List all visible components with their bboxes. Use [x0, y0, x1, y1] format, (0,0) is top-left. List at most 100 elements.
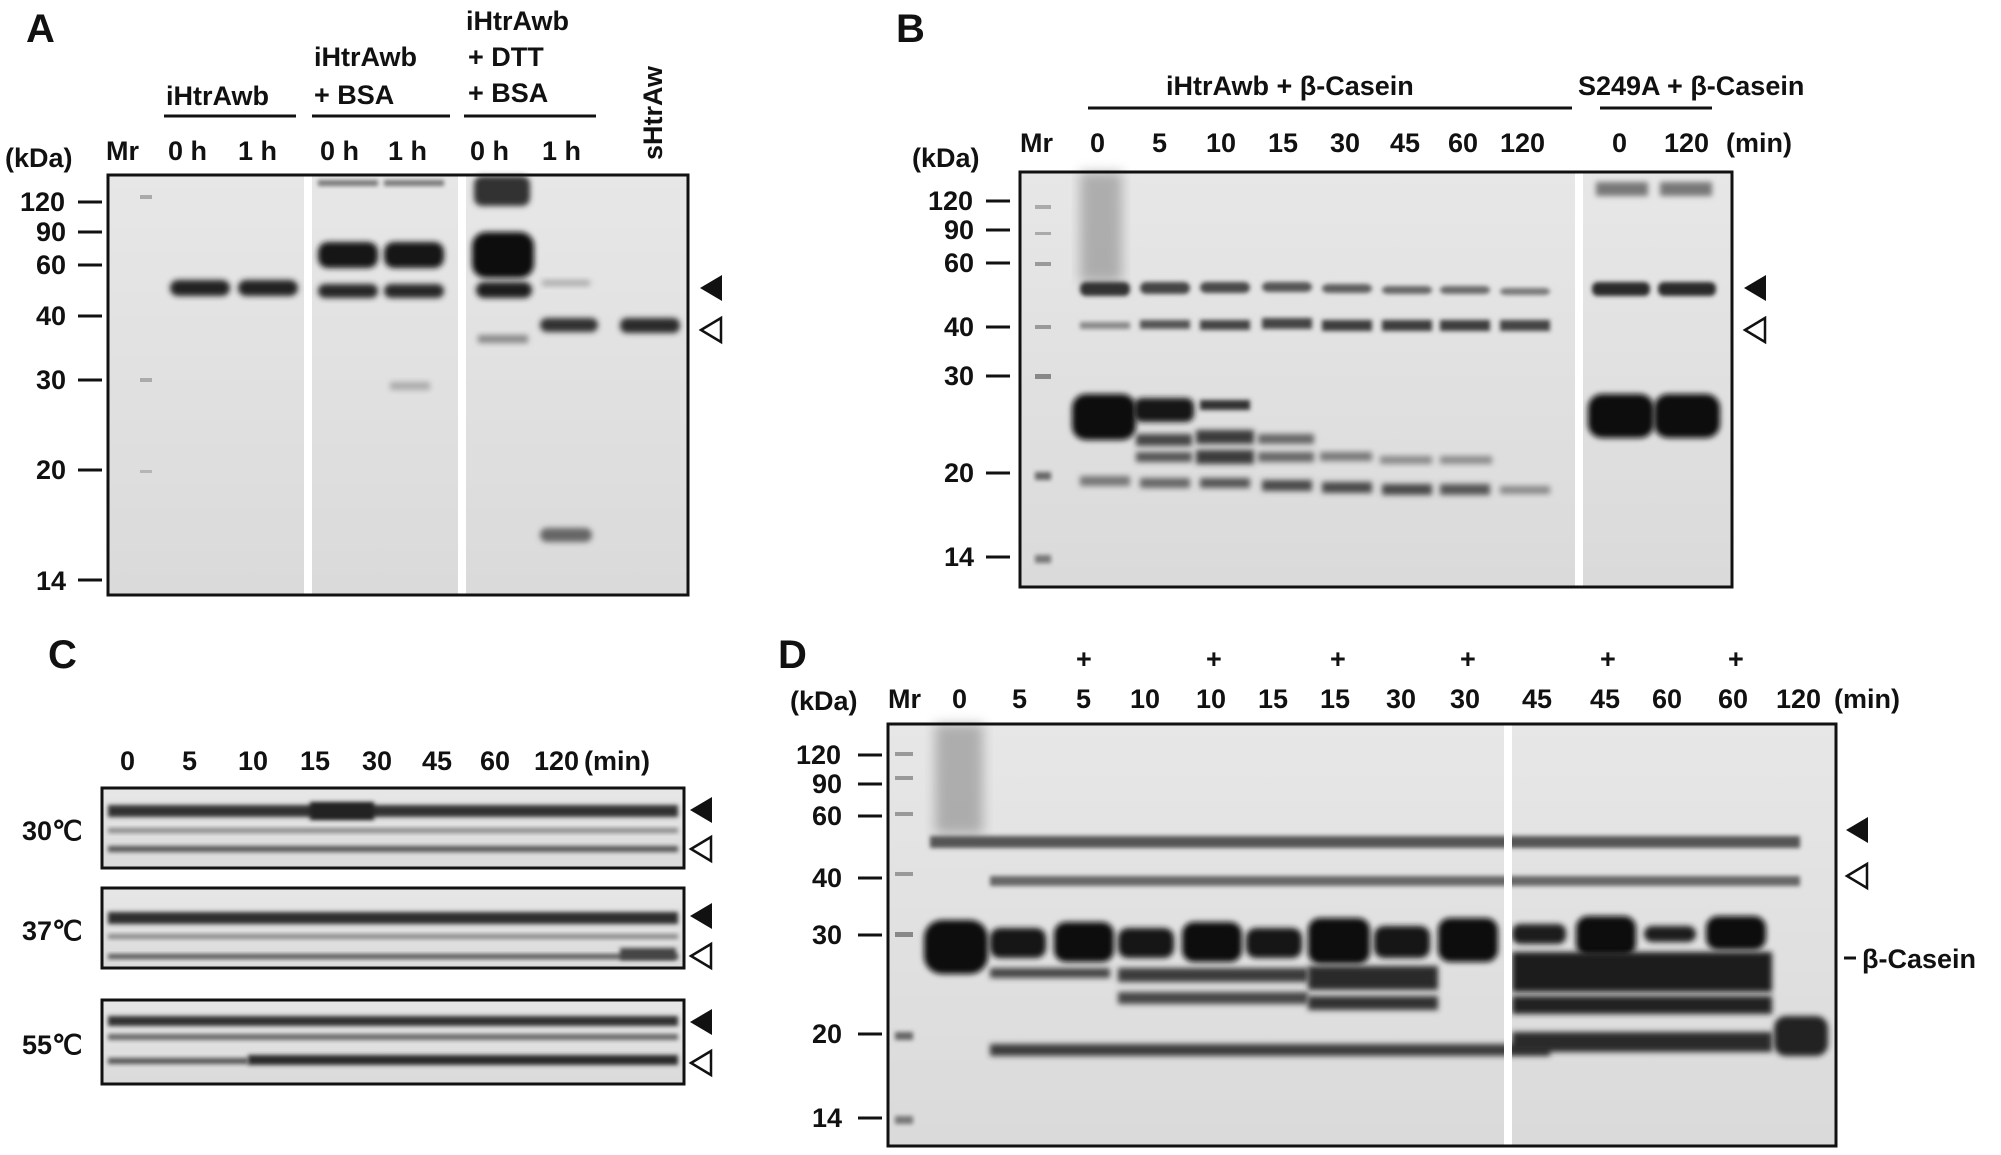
lane-label: 0: [952, 684, 967, 714]
panel-d-letter: D: [778, 633, 807, 677]
plus-sign: +: [1460, 644, 1476, 674]
lane-label-shtraw: sHtrAw: [638, 65, 668, 160]
gel-d-bands: [895, 724, 1828, 1124]
kda-ticks-b: 120 90 60 40 30 20 14: [928, 186, 1010, 572]
kda-label: 120: [928, 186, 973, 216]
time-unit-c: (min): [584, 746, 650, 776]
gel-c-30-bands: [108, 802, 678, 852]
kda-label: 40: [944, 312, 974, 342]
lane-label: 0 h: [168, 136, 207, 166]
gel-a-frame: [106, 173, 690, 597]
panel-a: A: [5, 6, 723, 597]
gel-c-55-bands: [108, 1016, 678, 1065]
lane-label: 1 h: [238, 136, 277, 166]
kda-label: 20: [812, 1019, 842, 1049]
filled-arrowhead-icon: [690, 1009, 712, 1035]
kda-label: 60: [36, 250, 66, 280]
lane-label: 15: [1320, 684, 1350, 714]
open-arrowhead-icon: [688, 1048, 713, 1078]
group-label-a2: iHtrAwb: [314, 42, 417, 72]
kda-label: 90: [812, 769, 842, 799]
open-arrowhead-icon: [688, 941, 713, 971]
open-arrowhead-icon: [1844, 861, 1869, 891]
gel-a-separator: [458, 175, 466, 595]
kda-unit-b: (kDa): [912, 143, 980, 173]
filled-arrowhead-icon: [700, 275, 722, 301]
filled-arrowhead-icon: [1744, 275, 1766, 301]
lane-label: 10: [1130, 684, 1160, 714]
group-label-a3b: + DTT: [468, 42, 544, 72]
lane-label: 1 h: [542, 136, 581, 166]
casein-label: β-Casein: [1862, 944, 1976, 974]
kda-label: 30: [944, 361, 974, 391]
plus-sign: +: [1600, 644, 1616, 674]
kda-label: 90: [36, 217, 66, 247]
group-label-b2: S249A + β-Casein: [1578, 71, 1804, 101]
lane-label: 120: [534, 746, 579, 776]
gel-b-separator: [1575, 172, 1583, 587]
lane-labels-a: 0 h 1 h 0 h 1 h 0 h 1 h sHtrAw: [168, 65, 668, 166]
lane-label: 10: [238, 746, 268, 776]
lane-label: 120: [1500, 128, 1545, 158]
kda-label: 30: [812, 920, 842, 950]
kda-ticks-d: 120 90 60 40 30 20 14: [796, 740, 882, 1133]
gel-c-37-frame: [100, 886, 686, 970]
lane-label: 0: [1090, 128, 1105, 158]
lane-label: 30: [1450, 684, 1480, 714]
lane-label: 0: [1612, 128, 1627, 158]
open-arrowhead-icon: [698, 315, 723, 345]
gel-b: [1020, 172, 1732, 587]
kda-label: 20: [36, 455, 66, 485]
lane-label: 45: [422, 746, 452, 776]
lane-label: 10: [1206, 128, 1236, 158]
lane-label: 30: [1386, 684, 1416, 714]
kda-label: 14: [812, 1103, 842, 1133]
lane-label: 5: [1076, 684, 1091, 714]
plus-sign: +: [1076, 644, 1092, 674]
filled-arrowhead-icon: [690, 903, 712, 929]
lane-label: 5: [1152, 128, 1167, 158]
gel-b-bands: [1035, 172, 1720, 563]
lane-label: 0 h: [470, 136, 509, 166]
group-label-a1: iHtrAwb: [166, 81, 269, 111]
kda-label: 60: [944, 248, 974, 278]
gel-d-frame: [886, 722, 1838, 1148]
panel-a-letter: A: [26, 7, 55, 51]
kda-unit-a: (kDa): [5, 143, 73, 173]
temp-label: 37℃: [22, 916, 82, 946]
marker-label-d: Mr: [888, 684, 921, 714]
lane-label: 10: [1196, 684, 1226, 714]
lane-label: 60: [1652, 684, 1682, 714]
lane-label: 0 h: [320, 136, 359, 166]
kda-label: 90: [944, 215, 974, 245]
lane-label: 5: [1012, 684, 1027, 714]
lane-label: 30: [1330, 128, 1360, 158]
open-arrowhead-icon: [688, 834, 713, 864]
lane-label: 60: [1448, 128, 1478, 158]
plus-sign: +: [1330, 644, 1346, 674]
kda-label: 40: [36, 301, 66, 331]
plus-signs-d: + + + + + +: [1076, 644, 1744, 674]
filled-arrowhead-icon: [690, 797, 712, 823]
kda-unit-d: (kDa): [790, 686, 858, 716]
plus-sign: +: [1206, 644, 1222, 674]
temp-label: 30℃: [22, 816, 82, 846]
open-arrowhead-icon: [1742, 315, 1767, 345]
lane-labels-c: 0 5 10 15 30 45 60 120 (min): [120, 746, 650, 776]
kda-label: 14: [36, 566, 66, 596]
time-unit-d: (min): [1834, 684, 1900, 714]
temp-label: 55℃: [22, 1030, 82, 1060]
gel-a-bands: [140, 176, 680, 542]
lane-label: 45: [1522, 684, 1552, 714]
lane-label: 120: [1664, 128, 1709, 158]
kda-label: 120: [20, 187, 65, 217]
lane-label: 45: [1390, 128, 1420, 158]
gel-b-frame: [1018, 170, 1734, 589]
lane-label: 15: [300, 746, 330, 776]
panel-c: C 0 5 10 15 30 45 60 120 (min) 30℃: [22, 633, 713, 1086]
marker-label-a: Mr: [106, 136, 139, 166]
group-label-a2b: + BSA: [314, 80, 394, 110]
lane-label: 45: [1590, 684, 1620, 714]
group-label-a3c: + BSA: [468, 78, 548, 108]
